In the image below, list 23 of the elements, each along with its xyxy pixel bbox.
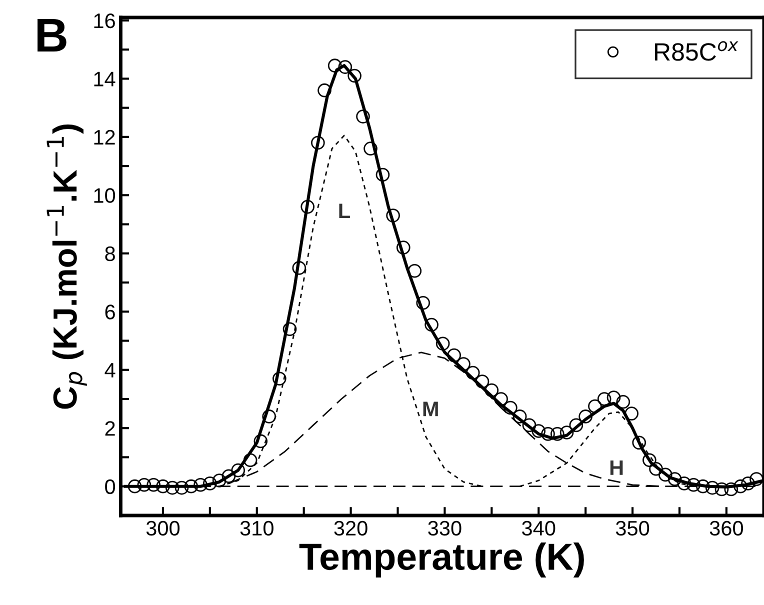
x-tick-label: 310 xyxy=(240,520,274,536)
legend-label: R85C$^{ox}$ xyxy=(655,41,738,61)
x-tick-label: 330 xyxy=(428,520,462,536)
x-tick-label: 300 xyxy=(146,520,180,536)
x-tick-label: 350 xyxy=(616,520,650,536)
x-tick-label: 340 xyxy=(522,520,556,536)
x-tick-label: 320 xyxy=(334,520,368,536)
chart-title: B xyxy=(38,19,66,52)
annotation: M xyxy=(423,402,438,416)
y-tick-label: 16 xyxy=(94,13,115,28)
y-tick-label: 12 xyxy=(94,130,115,144)
y-tick-label: 8 xyxy=(105,246,115,262)
annotation: L xyxy=(339,204,350,218)
y-tick-label: 10 xyxy=(94,188,116,203)
annotation: H xyxy=(610,460,623,475)
y-tick-label: 0 xyxy=(105,479,116,494)
y-axis-title: C$_{p}$ (KJ.mol$^{−1}$.K$^{−1}$) xyxy=(46,124,87,409)
x-axis-title: Temperature (K) xyxy=(299,542,584,578)
y-tick-label: 2 xyxy=(105,421,115,436)
y-tick-label: 6 xyxy=(105,304,115,320)
x-tick-label: 360 xyxy=(710,520,743,536)
y-tick-label: 14 xyxy=(94,72,116,86)
y-tick-label: 4 xyxy=(104,363,116,378)
